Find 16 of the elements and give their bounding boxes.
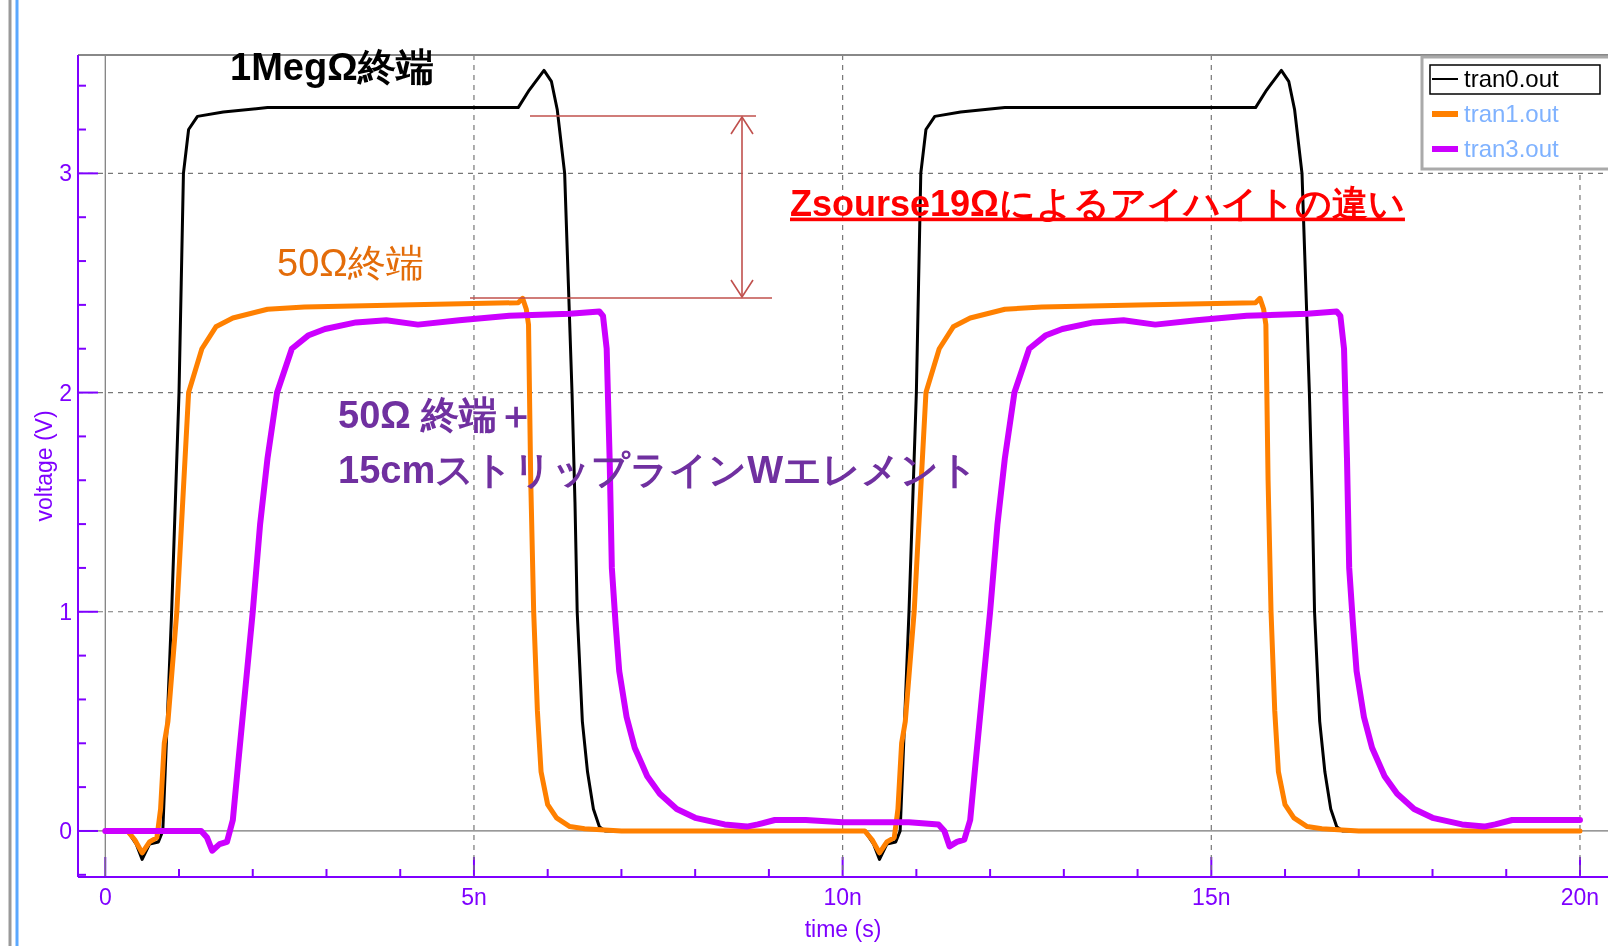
legend-label: tran3.out <box>1464 135 1560 163</box>
x-tick-label: 0 <box>98 884 112 910</box>
y-tick-label: 1 <box>59 598 72 625</box>
x-tick-label: 15n <box>1192 884 1231 910</box>
x-tick-label: 10n <box>823 884 862 910</box>
legend-label: tran1.out <box>1464 100 1560 128</box>
y-tick-label: 2 <box>59 379 72 406</box>
y-tick-label: 0 <box>59 818 72 845</box>
annotation: 50Ω終端 <box>277 242 424 285</box>
y-tick-label: 3 <box>59 160 72 187</box>
annotation: 1MegΩ終端 <box>230 46 434 89</box>
x-axis-title: time (s) <box>804 916 882 942</box>
y-axis-title: voltage (V) <box>31 410 57 522</box>
legend-label: tran0.out <box>1464 65 1560 93</box>
x-tick-label: 20n <box>1560 884 1600 910</box>
x-tick-label: 5n <box>461 884 487 910</box>
